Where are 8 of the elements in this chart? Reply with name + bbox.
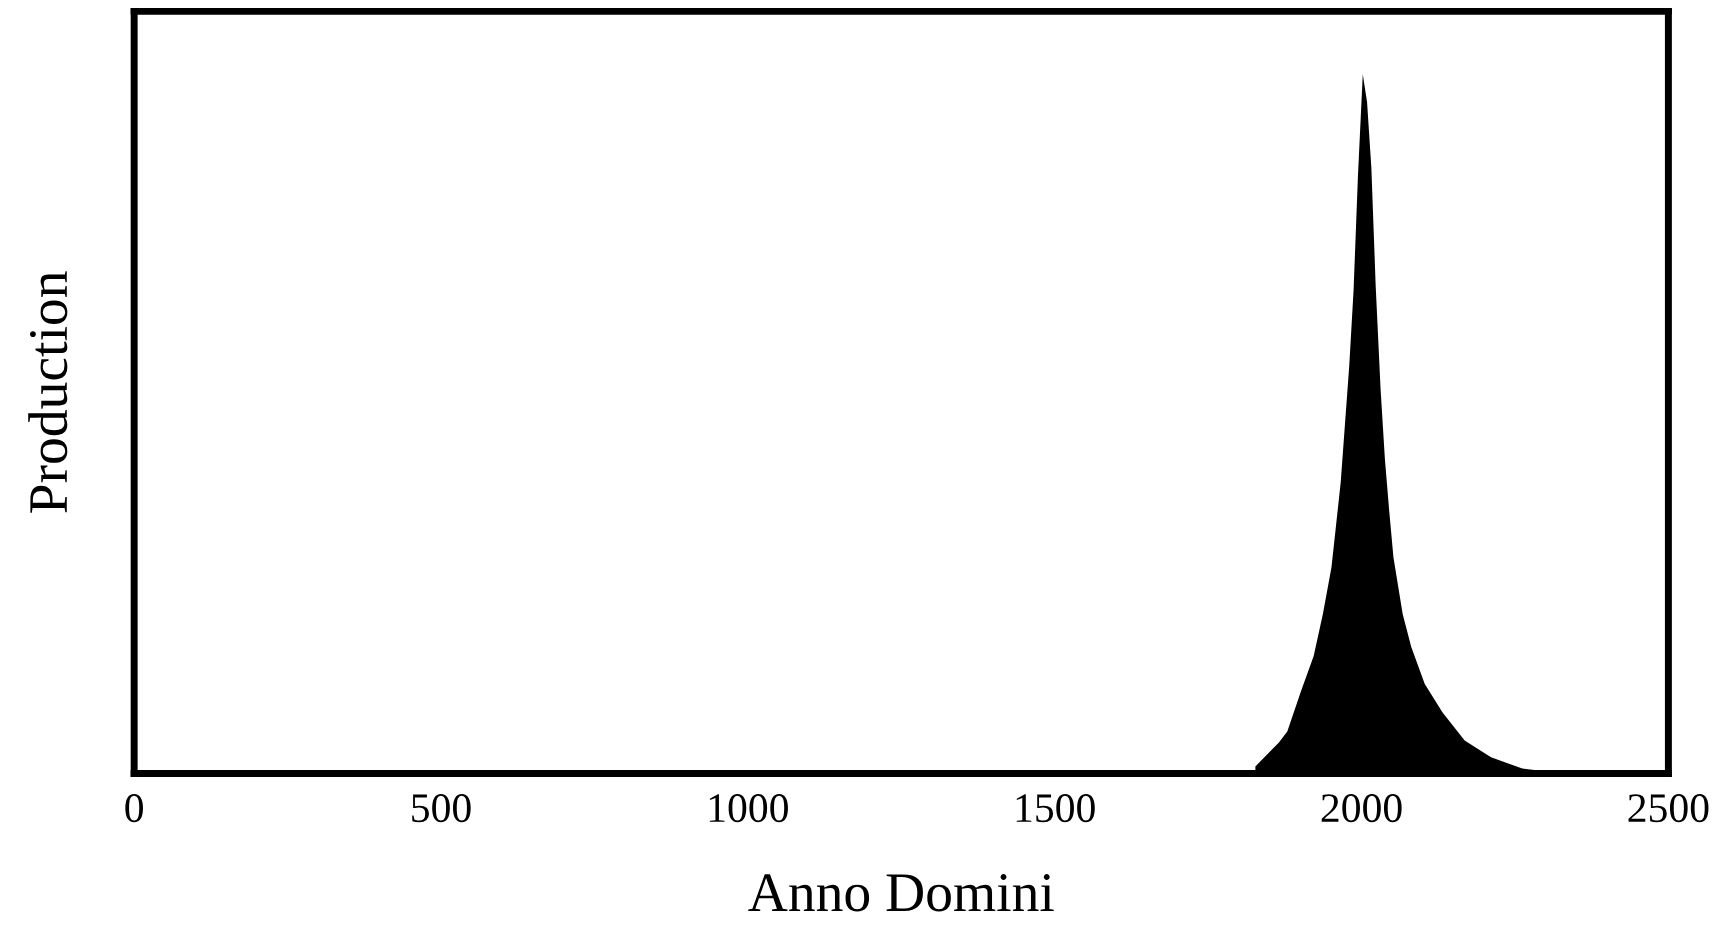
x-tick-label: 500 xyxy=(412,794,471,823)
x-tick-label: 2000 xyxy=(1321,794,1402,823)
x-tick-label: 1500 xyxy=(1016,794,1095,823)
x-tick-label: 0 xyxy=(125,794,143,823)
x-axis-title: Anno Domini xyxy=(748,874,1054,912)
x-tick-label: 2500 xyxy=(1628,794,1709,823)
y-axis-title: Production xyxy=(28,271,68,513)
x-tick-label: 1000 xyxy=(709,794,788,823)
